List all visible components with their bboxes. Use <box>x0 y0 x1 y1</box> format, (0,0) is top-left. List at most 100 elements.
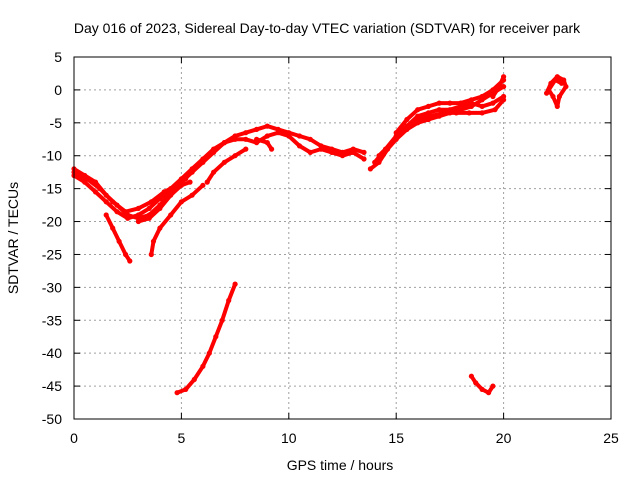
y-tick-label: -20 <box>42 214 62 230</box>
data-point <box>243 136 249 142</box>
data-point <box>490 383 496 389</box>
data-point <box>254 136 260 142</box>
data-point <box>157 225 163 231</box>
data-point <box>92 189 99 195</box>
data-point <box>232 281 238 287</box>
data-point <box>110 199 116 205</box>
data-point <box>415 107 421 113</box>
data-point <box>559 80 565 86</box>
data-point <box>490 100 496 106</box>
y-axis-label: SDTVAR / TECUs <box>5 182 21 294</box>
data-point <box>501 97 507 103</box>
data-point <box>264 123 270 129</box>
data-point <box>146 205 152 211</box>
x-tick-label: 5 <box>178 430 186 446</box>
data-point <box>436 100 442 106</box>
series-track-2 <box>72 124 366 221</box>
data-point <box>219 317 225 323</box>
y-tick-label: -25 <box>42 246 62 262</box>
data-point <box>501 74 507 80</box>
x-tick-label: 0 <box>70 430 78 446</box>
data-point <box>376 153 382 159</box>
data-point <box>232 133 238 139</box>
plot-frame <box>73 56 612 420</box>
data-point <box>563 84 569 90</box>
data-point <box>554 103 560 109</box>
data-point <box>183 386 189 392</box>
x-tick-label: 15 <box>388 430 404 446</box>
data-point <box>329 146 335 152</box>
data-point <box>372 159 378 165</box>
data-point <box>123 251 129 258</box>
data-point <box>447 100 453 106</box>
data-point <box>339 149 346 155</box>
data-point <box>157 205 163 211</box>
y-tick-label: 5 <box>54 49 62 65</box>
data-point <box>296 133 303 139</box>
data-point <box>548 80 554 86</box>
data-point <box>135 212 141 218</box>
y-tick-label: -45 <box>42 378 62 394</box>
data-point <box>286 130 292 136</box>
data-point <box>404 116 410 123</box>
series-track-8 <box>254 137 274 152</box>
data-point <box>307 136 313 142</box>
data-point <box>486 390 492 396</box>
y-tick-label: -35 <box>42 312 62 328</box>
data-point <box>552 77 558 83</box>
data-point <box>150 238 157 244</box>
x-axis-tick-labels: 0 5 10 15 20 25 <box>70 430 619 446</box>
data-point <box>466 110 472 116</box>
data-point <box>492 107 498 113</box>
data-point <box>501 84 507 90</box>
data-point <box>436 107 442 113</box>
data-point <box>361 149 367 155</box>
data-point <box>187 179 193 185</box>
data-point <box>204 179 210 185</box>
data-point <box>168 192 174 198</box>
data-point <box>125 215 131 221</box>
data-point <box>479 93 485 100</box>
data-point <box>200 182 206 188</box>
data-point <box>221 140 227 146</box>
y-tick-label: -5 <box>50 115 63 131</box>
data-point <box>103 212 109 218</box>
data-point <box>221 159 227 165</box>
y-tick-label: -40 <box>42 345 62 361</box>
data-point <box>123 209 129 215</box>
data-point <box>307 149 313 155</box>
data-point <box>103 199 109 205</box>
x-axis-label: GPS time / hours <box>287 457 394 473</box>
y-tick-label: -10 <box>42 148 62 164</box>
data-point <box>453 110 459 116</box>
x-tick-label: 10 <box>281 430 297 446</box>
data-point <box>116 238 122 244</box>
data-point <box>546 87 552 93</box>
data-point <box>264 140 270 146</box>
data-point <box>296 143 303 149</box>
data-point <box>496 84 502 90</box>
data-point <box>393 130 399 136</box>
y-tick-label: 0 <box>54 82 62 98</box>
data-point <box>191 376 197 383</box>
data-point <box>97 186 103 192</box>
data-point <box>479 386 485 392</box>
data-point <box>148 251 154 258</box>
y-tick-label: -30 <box>42 279 62 295</box>
data-point <box>110 225 116 231</box>
data-point <box>213 334 219 340</box>
data-point <box>479 103 485 109</box>
data-series <box>71 74 569 396</box>
data-point <box>135 205 141 211</box>
data-point <box>174 390 180 396</box>
data-point <box>318 143 324 149</box>
chart-title: Day 016 of 2023, Sidereal Day-to-day VTE… <box>74 20 581 36</box>
data-point <box>264 133 270 139</box>
axis-ticks <box>73 56 612 420</box>
data-point <box>243 130 249 136</box>
data-point <box>178 199 184 205</box>
data-point <box>226 297 232 304</box>
data-point <box>402 126 408 132</box>
data-point <box>211 169 217 175</box>
